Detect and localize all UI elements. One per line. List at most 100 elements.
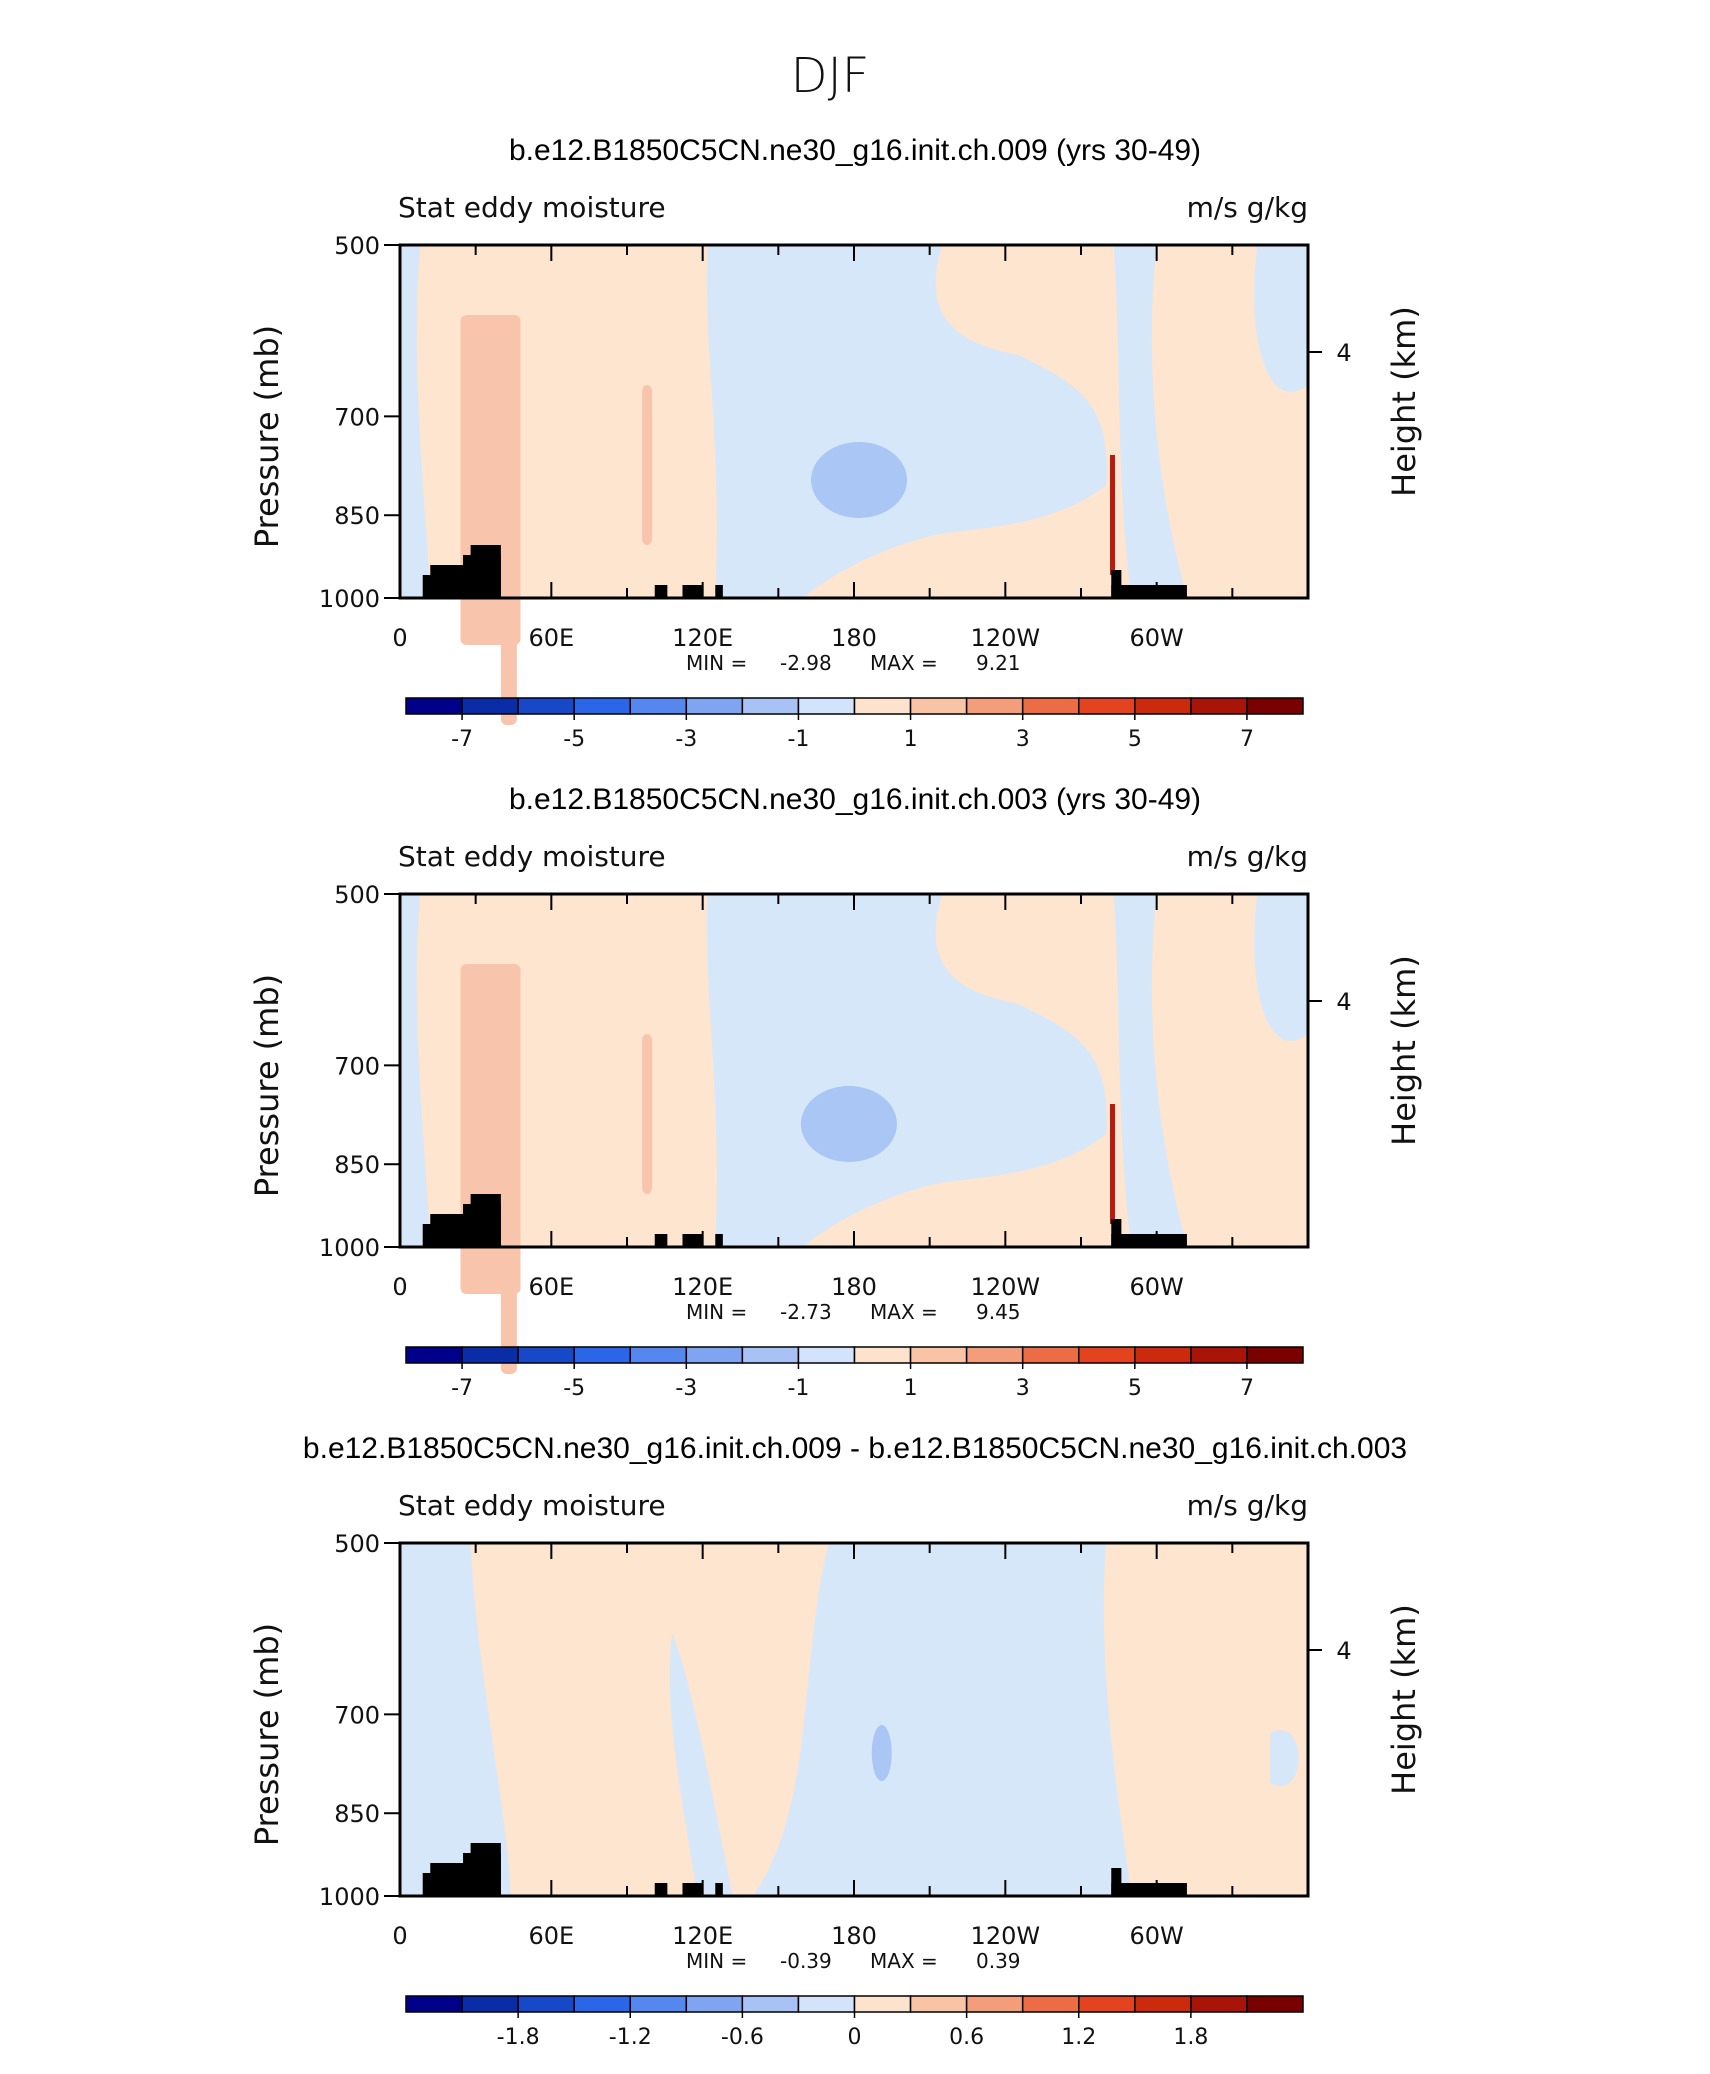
colorbar-label: 7 xyxy=(1240,727,1254,752)
negative-region xyxy=(753,1543,1132,1896)
colorbar-swatch xyxy=(1021,697,1080,715)
colorbar-swatch xyxy=(1190,1346,1248,1364)
max-value: 0.39 xyxy=(976,1949,1021,1973)
y-tick-label: 500 xyxy=(334,1530,380,1558)
x-tick-label: 120W xyxy=(971,624,1041,652)
y2-tick-label: 4 xyxy=(1336,1637,1351,1665)
negative-region xyxy=(1254,894,1308,1042)
colorbar-swatch xyxy=(797,1346,856,1364)
min-value: -2.73 xyxy=(780,1300,832,1324)
negative-region xyxy=(400,1543,511,1896)
colorbar: -1.8 -1.2 -0.6 0 0.6 1.2 1.8 xyxy=(405,1995,1304,2050)
land-mask xyxy=(1111,1234,1187,1247)
land-mask xyxy=(715,1234,723,1247)
positive-spike xyxy=(1110,455,1116,575)
panel-1: b.e12.B1850C5CN.ne30_g16.init.ch.009 (yr… xyxy=(248,134,1423,752)
colorbar-swatch xyxy=(517,1995,575,2013)
x-tick-label: 180 xyxy=(831,1922,877,1950)
colorbar-label: -5 xyxy=(563,1376,585,1401)
y-axis-label: Pressure (mb) xyxy=(248,1623,286,1846)
colorbar-swatch xyxy=(741,1995,800,2013)
positive-streak xyxy=(642,1034,653,1194)
y-tick-label: 1000 xyxy=(319,585,380,613)
panel-units-label: m/s g/kg xyxy=(1187,191,1308,224)
min-value: -2.98 xyxy=(780,651,832,675)
y-tick-label: 850 xyxy=(334,502,380,530)
colorbar-swatch xyxy=(517,697,575,715)
panel-left-label: Stat eddy moisture xyxy=(398,1489,666,1522)
land-mask xyxy=(1111,1868,1122,1896)
colorbar-swatch xyxy=(629,1995,688,2013)
colorbar-label: -1.8 xyxy=(497,2025,540,2050)
colorbar-label: 1 xyxy=(904,1376,918,1401)
x-axis: 0 60E 120E 180 120W 60W xyxy=(392,1543,1309,1950)
colorbar-swatch xyxy=(685,697,744,715)
land-mask xyxy=(682,585,703,598)
colorbar-label: 1.8 xyxy=(1173,2025,1208,2050)
min-label: MIN = xyxy=(686,1949,747,1973)
colorbar-swatch xyxy=(1246,697,1304,715)
positive-streak xyxy=(642,385,653,545)
colorbar-swatch xyxy=(1134,1995,1192,2013)
y-axis: 500 700 850 1000 Pressure (mb) xyxy=(248,232,400,613)
colorbar-label: -5 xyxy=(563,727,585,752)
colorbar: -7 -5 -3 -1 1 3 5 7 xyxy=(405,1346,1304,1401)
panel-left-label: Stat eddy moisture xyxy=(398,191,666,224)
x-axis: 0 60E 120E 180 120W 60W xyxy=(392,245,1309,652)
y-axis-label: Pressure (mb) xyxy=(248,325,286,548)
colorbar-label: -7 xyxy=(451,727,473,752)
y2-axis: 4 Height (km) xyxy=(1308,306,1423,497)
positive-streak xyxy=(500,445,517,725)
colorbar-swatch xyxy=(461,1346,519,1364)
colorbar-swatch xyxy=(1078,1995,1136,2013)
land-mask xyxy=(1111,570,1122,598)
x-tick-label: 60E xyxy=(528,624,574,652)
min-max-stats: MIN = -2.73 MAX = 9.45 xyxy=(686,1300,1021,1324)
colorbar-label: -1 xyxy=(787,727,809,752)
y-tick-label: 700 xyxy=(334,1052,380,1080)
x-tick-label: 120W xyxy=(971,1922,1041,1950)
panel-units-label: m/s g/kg xyxy=(1187,840,1308,873)
x-tick-label: 0 xyxy=(392,1273,407,1301)
panel-title: b.e12.B1850C5CN.ne30_g16.init.ch.009 - b… xyxy=(303,1432,1407,1465)
colorbar-swatch xyxy=(685,1346,744,1364)
y-tick-label: 1000 xyxy=(319,1883,380,1911)
colorbar-swatch xyxy=(853,1995,912,2013)
panel-units-label: m/s g/kg xyxy=(1187,1489,1308,1522)
colorbar-swatch xyxy=(573,1995,631,2013)
colorbar: -7 -5 -3 -1 1 3 5 7 xyxy=(405,697,1304,752)
land-mask xyxy=(715,1883,723,1896)
panel-title: b.e12.B1850C5CN.ne30_g16.init.ch.009 (yr… xyxy=(509,134,1201,167)
colorbar-swatch xyxy=(1078,1346,1136,1364)
negative-core xyxy=(800,1086,897,1162)
land-mask xyxy=(1111,1883,1187,1896)
negative-region xyxy=(1254,245,1308,393)
contour-field xyxy=(400,894,1308,1374)
negative-core xyxy=(871,1725,892,1781)
y2-axis: 4 Height (km) xyxy=(1308,1604,1423,1795)
contour-field xyxy=(400,245,1308,725)
y2-axis-label: Height (km) xyxy=(1385,1604,1423,1795)
max-label: MAX = xyxy=(870,1949,938,1973)
colorbar-swatch xyxy=(965,697,1024,715)
negative-region xyxy=(400,245,431,598)
y-tick-label: 850 xyxy=(334,1800,380,1828)
x-tick-label: 120W xyxy=(971,1273,1041,1301)
colorbar-swatch xyxy=(965,1346,1024,1364)
x-tick-label: 0 xyxy=(392,624,407,652)
max-label: MAX = xyxy=(870,651,938,675)
colorbar-swatch xyxy=(517,1346,575,1364)
colorbar-swatch xyxy=(965,1995,1024,2013)
colorbar-label: 5 xyxy=(1128,727,1142,752)
x-tick-label: 60W xyxy=(1130,1273,1184,1301)
y-tick-label: 850 xyxy=(334,1151,380,1179)
colorbar-label: -3 xyxy=(675,1376,697,1401)
positive-spike xyxy=(1110,1104,1116,1224)
y-tick-label: 500 xyxy=(334,881,380,909)
min-label: MIN = xyxy=(686,651,747,675)
colorbar-swatch xyxy=(909,697,968,715)
colorbar-label: 7 xyxy=(1240,1376,1254,1401)
negative-region xyxy=(400,894,431,1247)
x-tick-label: 120E xyxy=(672,624,733,652)
negative-region xyxy=(1113,245,1187,598)
